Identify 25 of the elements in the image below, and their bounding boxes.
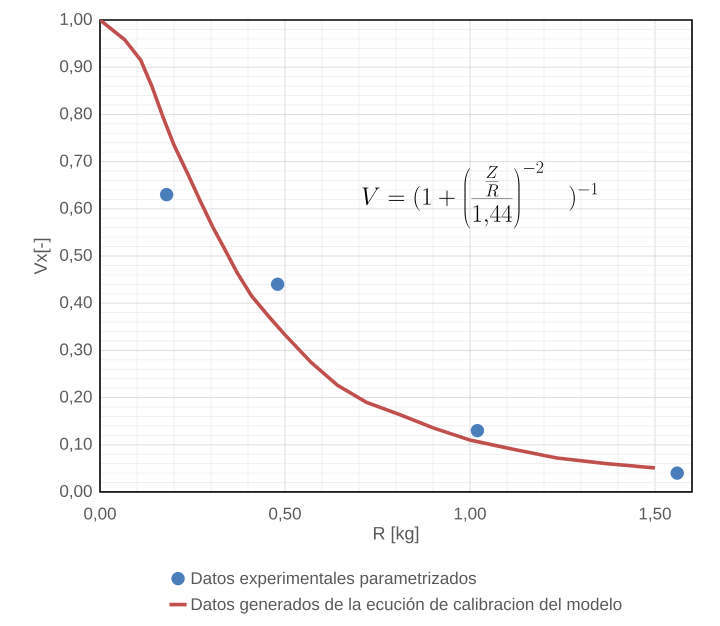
point <box>270 278 284 292</box>
point <box>670 466 684 480</box>
x-axis-title: R [kg] <box>374 526 418 544</box>
legend-label: Datos experimentales parametrizados <box>192 572 476 588</box>
y-tick-label: 0,30 <box>60 343 92 358</box>
point <box>160 188 174 202</box>
y-tick-label: 0,80 <box>60 107 92 122</box>
y-tick-label: 0,60 <box>60 202 92 216</box>
y-tick-label: 0,50 <box>60 248 92 264</box>
x-tick-label: 0,00 <box>84 508 116 522</box>
x-tick-label: 0,50 <box>269 508 301 522</box>
x-tick-label: 1,50 <box>640 508 671 522</box>
y-tick-label: 0,20 <box>60 390 92 405</box>
y-tick-label: 0,10 <box>60 438 92 452</box>
point <box>470 424 484 438</box>
x-tick-label: 1,00 <box>454 508 486 522</box>
y-tick-label: 0,40 <box>60 296 92 310</box>
y-tick-label: 0,70 <box>60 154 92 169</box>
y-tick-label: 0,90 <box>60 60 92 74</box>
y-tick-label: 0,00 <box>60 484 92 500</box>
annotation: $V=(1+\left(\frac{\frac{Z}{R}}{1{,}44}\right)^{-2}\quad)^{-1}$ <box>362 161 598 228</box>
line-series <box>100 20 657 470</box>
y-axis-title: Vx[-] <box>34 238 51 274</box>
legend-label: Datos generados de la ecución de calibracion del modelo <box>192 598 622 614</box>
y-tick-label: 1,00 <box>60 12 92 28</box>
